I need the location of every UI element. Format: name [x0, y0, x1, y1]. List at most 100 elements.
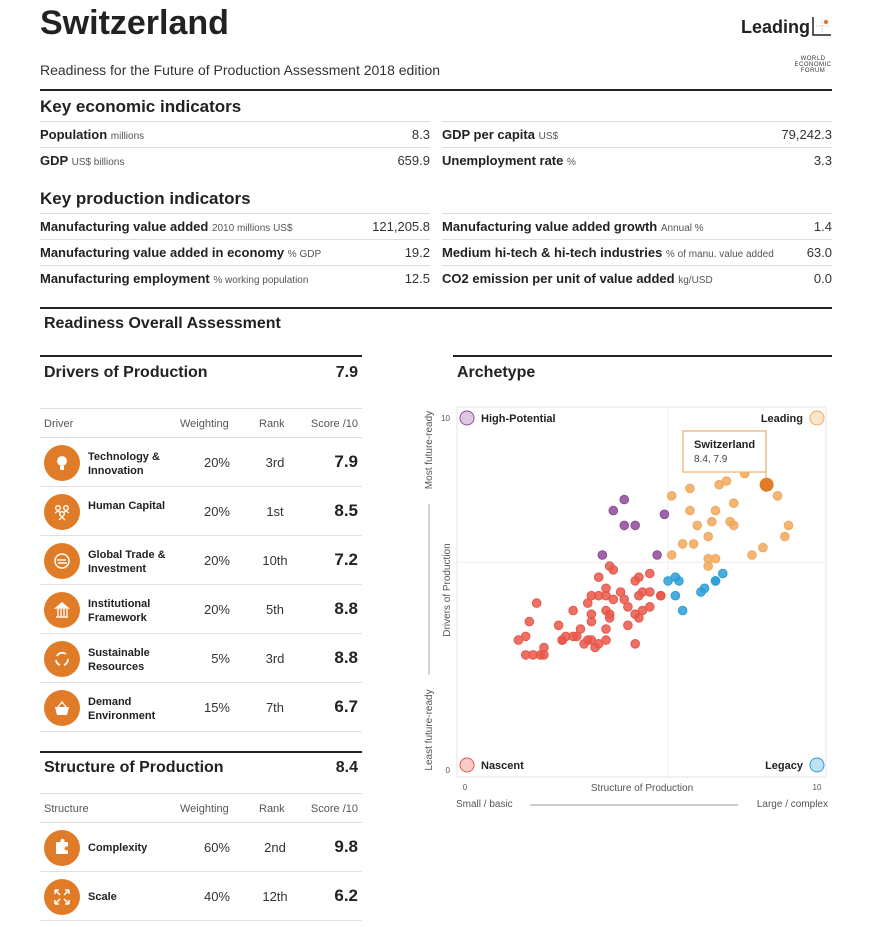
row-name: Demand Environment [88, 696, 156, 722]
col-score: Score /10 [310, 418, 358, 430]
row-score: 9.8 [334, 837, 358, 856]
row-rank: 7th [265, 700, 285, 715]
structure-table-header: Structure Weighting Rank Score /10 [40, 793, 362, 823]
y-tick-10: 10 [441, 414, 450, 423]
institution-icon [44, 592, 80, 628]
row-weighting: 20% [203, 504, 230, 519]
data-point-nascent [645, 568, 655, 579]
data-point-nascent [645, 587, 655, 597]
x-tick-10: 10 [813, 783, 822, 792]
data-point-legacy [710, 576, 721, 586]
col-score: Score /10 [310, 803, 358, 815]
col-rank: Rank [259, 418, 285, 430]
col-driver: Driver [44, 418, 74, 430]
data-point-legacy [677, 605, 688, 616]
indicator-value: 0.0 [813, 271, 832, 286]
x-tick-0: 0 [463, 783, 468, 792]
row-name: Complexity [88, 842, 148, 854]
expand-icon [44, 879, 80, 915]
indicator-row: Manufacturing value added 2010 millions … [40, 213, 430, 239]
data-point-leading [780, 531, 790, 542]
data-point-leading [728, 520, 739, 531]
data-point-leading [747, 550, 757, 560]
indicator-label: GDP US$ billions [40, 153, 125, 168]
data-point-leading [688, 539, 699, 549]
plot-area [456, 406, 827, 778]
data-point-high-potential [597, 550, 608, 560]
quadrant-label-bottom-left: Nascent [481, 760, 524, 772]
data-point-leading [783, 520, 794, 531]
recycle-icon [44, 641, 80, 677]
row-rank: 10th [262, 553, 288, 568]
indicator-value: 8.3 [411, 127, 430, 142]
data-point-nascent [531, 598, 542, 608]
indicator-label: Unemployment rate % [442, 153, 576, 168]
data-point-nascent [575, 624, 586, 634]
data-point-nascent [630, 639, 640, 649]
drivers-row[interactable]: Global Trade & Investment 20% 10th 7.2 [40, 536, 362, 585]
data-point-high-potential [659, 509, 670, 520]
data-point-high-potential [619, 520, 630, 531]
data-point-nascent [655, 590, 666, 601]
indicator-value: 19.2 [404, 245, 430, 260]
drivers-row[interactable]: Technology & Innovation 20% 3rd 7.9 [40, 438, 362, 487]
data-point-nascent [553, 620, 564, 631]
economic-heading: Key economic indicators [40, 97, 242, 116]
data-point-nascent [634, 572, 644, 582]
exchange-icon [44, 543, 80, 579]
drivers-row[interactable]: Human Capital 20% 1st 8.5 [40, 487, 362, 536]
quadrant-label-top-right: Leading [761, 413, 803, 425]
data-point-nascent [601, 624, 611, 634]
indicator-value: 79,242.3 [781, 127, 832, 142]
drivers-row[interactable]: Demand Environment 15% 7th 6.7 [40, 683, 362, 732]
data-point-nascent [608, 565, 619, 575]
data-point-high-potential [619, 494, 630, 505]
indicator-label: Population millions [40, 127, 145, 142]
y-tick-0: 0 [446, 766, 451, 775]
row-rank: 3rd [265, 651, 285, 666]
data-point-legacy [674, 576, 684, 586]
indicator-row: Manufacturing value added growth Annual … [442, 213, 832, 239]
row-weighting: 5% [211, 651, 230, 666]
row-name: Sustainable Resources [88, 647, 150, 673]
col-weighting: Weighting [180, 418, 229, 430]
data-point-nascent [601, 583, 611, 594]
row-score: 7.2 [334, 550, 358, 569]
data-point-leading [666, 491, 677, 501]
data-point-nascent [601, 635, 611, 645]
archetype-badge: Leading [740, 17, 810, 37]
data-point-leading [707, 516, 717, 527]
data-point-leading [728, 498, 739, 508]
row-weighting: 20% [203, 553, 230, 568]
structure-row[interactable]: Complexity 60% 2nd 9.8 [40, 823, 362, 872]
data-point-leading [685, 505, 695, 516]
indicator-label: Manufacturing value added in economy % G… [40, 245, 322, 260]
indicator-label: GDP per capita US$ [442, 127, 559, 142]
data-point-leading [721, 476, 732, 486]
drivers-row[interactable]: Sustainable Resources 5% 3rd 8.8 [40, 634, 362, 683]
row-weighting: 60% [203, 840, 230, 855]
row-rank: 1st [266, 504, 284, 519]
indicator-row: Manufacturing employment % working popul… [40, 265, 430, 291]
row-name: Global Trade & Investment [88, 549, 166, 575]
data-point-leading [703, 553, 714, 564]
wef-logo: WORLD ECONOMIC FORUM [794, 56, 832, 74]
indicator-row: Unemployment rate % 3.3 [442, 147, 832, 173]
tooltip-name: Switzerland [694, 439, 755, 451]
col-weighting: Weighting [180, 803, 229, 815]
indicator-value: 12.5 [404, 271, 430, 286]
data-point-nascent [593, 572, 604, 582]
subtitle: Readiness for the Future of Production A… [40, 62, 441, 78]
structure-row[interactable]: Scale 40% 12th 6.2 [40, 872, 362, 921]
data-point-high-potential [608, 505, 619, 516]
drivers-table-header: Driver Weighting Rank Score /10 [40, 408, 362, 438]
row-weighting: 40% [203, 889, 230, 904]
data-point-nascent [586, 616, 597, 627]
drivers-row[interactable]: Institutional Framework 20% 5th 8.8 [40, 585, 362, 634]
row-name: Human Capital [88, 500, 166, 512]
drivers-title: Drivers of Production [44, 364, 208, 381]
indicator-value: 659.9 [397, 153, 430, 168]
row-name: Technology & Innovation [88, 451, 160, 477]
row-weighting: 20% [203, 602, 230, 617]
data-point-nascent [524, 616, 535, 627]
